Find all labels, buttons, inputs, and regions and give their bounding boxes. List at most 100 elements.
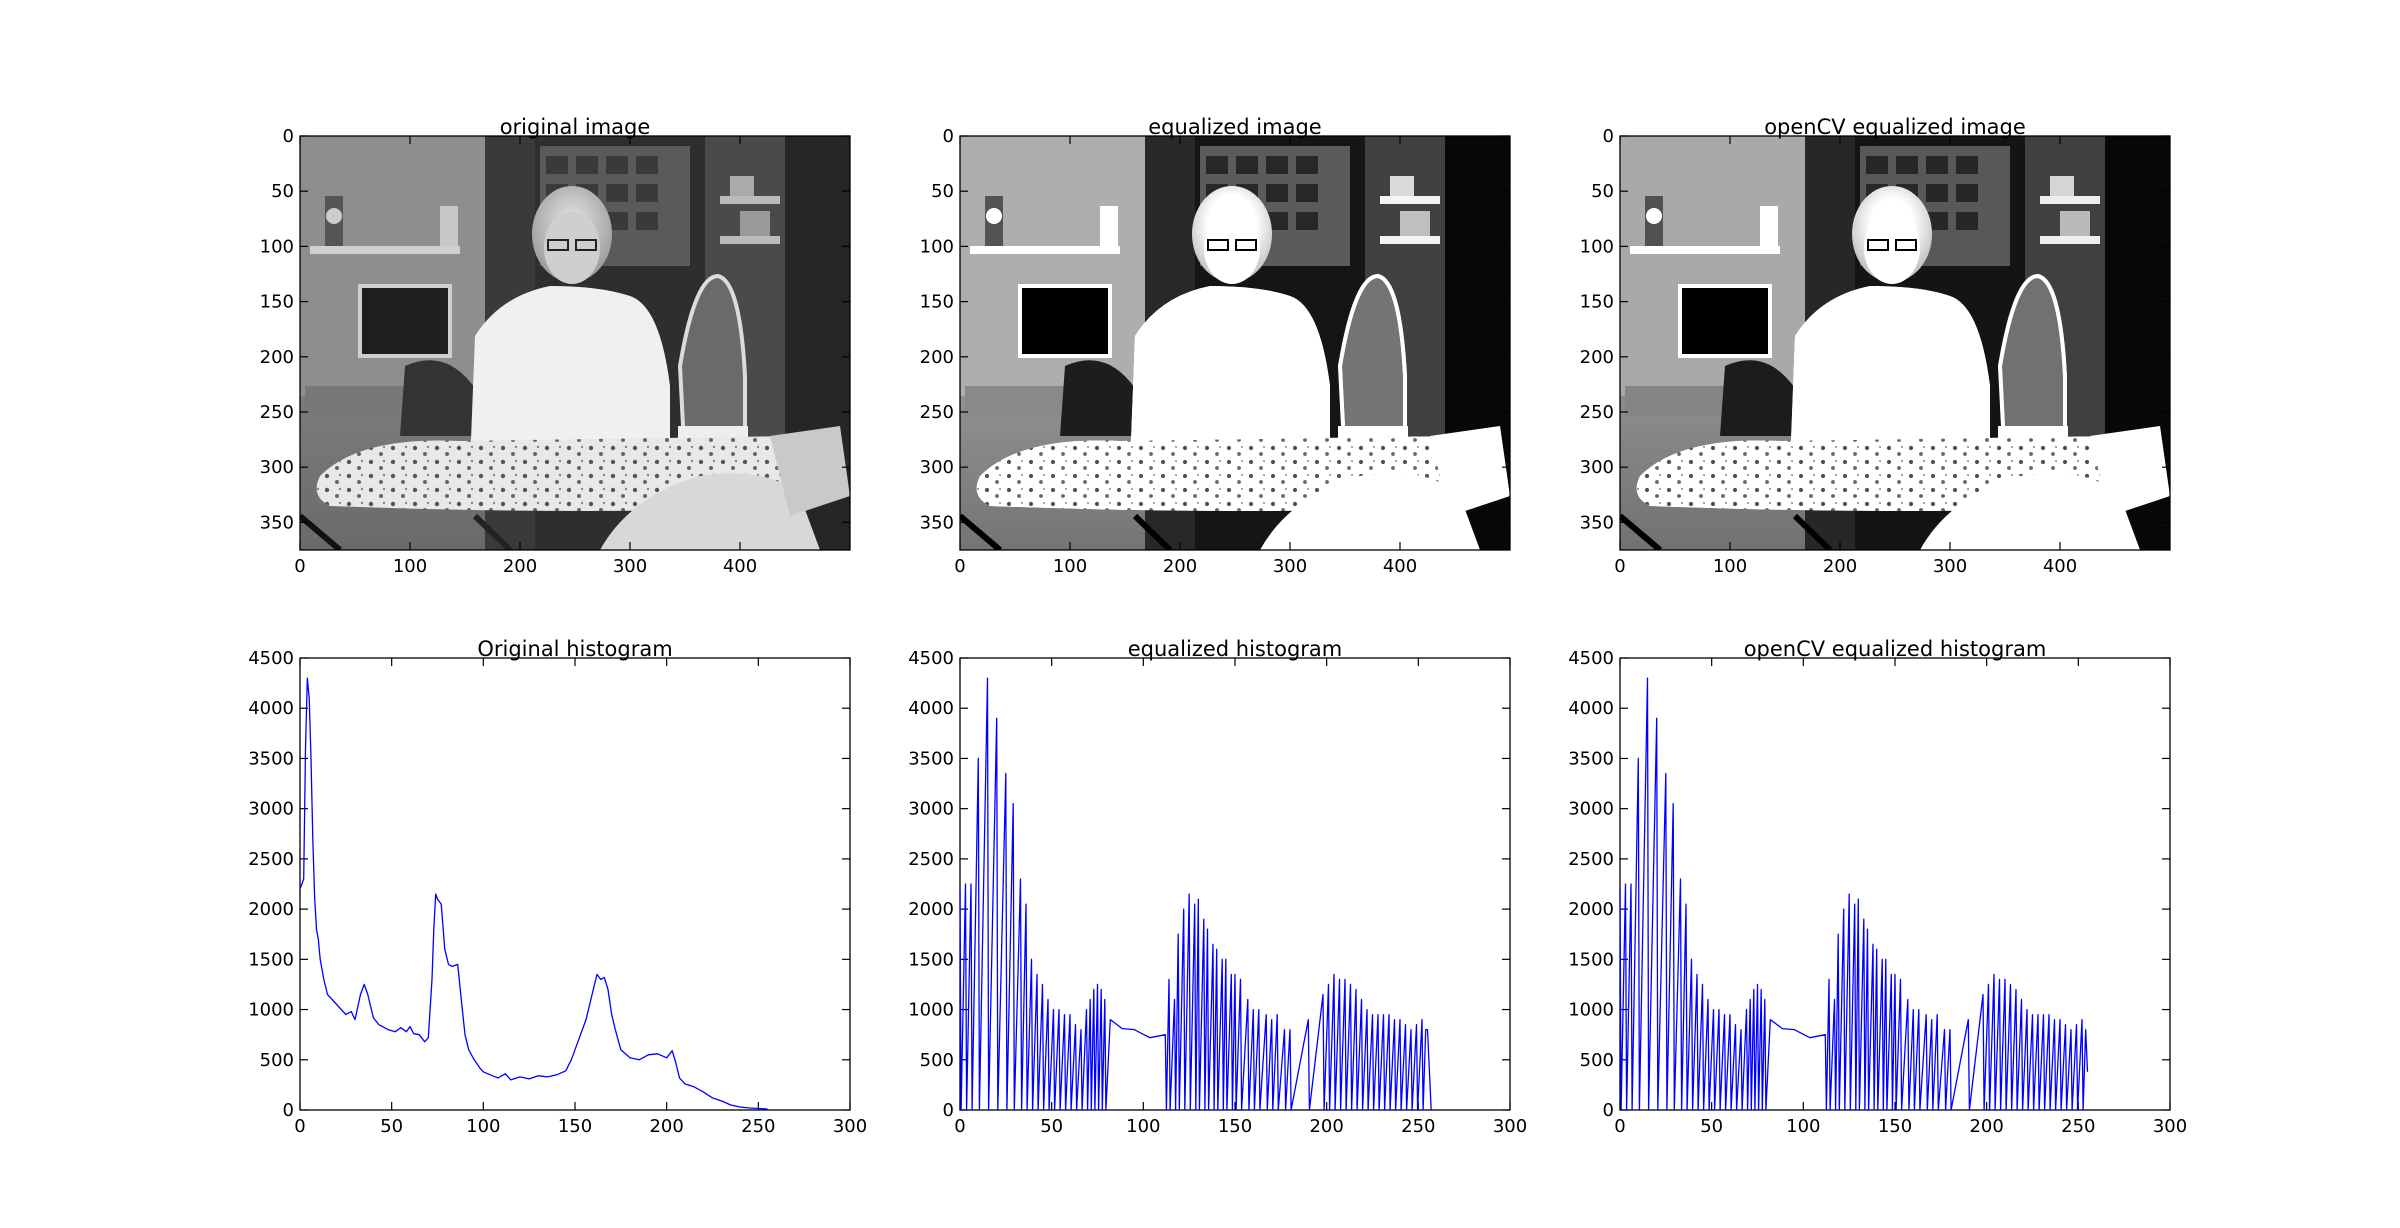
panel-title: original image xyxy=(500,115,651,139)
x-tick-label: 200 xyxy=(1163,556,1197,577)
y-tick-label: 300 xyxy=(260,457,294,478)
y-tick-label: 100 xyxy=(920,236,954,257)
y-tick-label: 250 xyxy=(260,402,294,423)
y-tick-label: 1500 xyxy=(1568,949,1614,970)
x-tick-label: 50 xyxy=(380,1116,403,1137)
y-tick-label: 1000 xyxy=(908,1000,954,1021)
y-tick-label: 2000 xyxy=(908,899,954,920)
panel-original-image: original image 0 100 200 300 400 0 50 100 150 200… xyxy=(260,115,851,577)
axes-frame xyxy=(959,657,1511,1111)
panel-opencv-equalized-image: openCV equalized image 0 100 200 300 400 0 50 1… xyxy=(1580,115,2171,577)
y-tick-label: 3500 xyxy=(248,748,294,769)
x-tick-label: 0 xyxy=(294,556,305,577)
y-tick-label: 0 xyxy=(283,126,294,147)
axes-frame xyxy=(299,135,851,551)
y-tick-label: 0 xyxy=(943,1100,954,1121)
y-tick-label: 350 xyxy=(1580,512,1614,533)
y-tick-label: 4000 xyxy=(1568,698,1614,719)
x-tick-label: 400 xyxy=(723,556,757,577)
histogram-series-line xyxy=(959,677,1432,1111)
x-tick-label: 200 xyxy=(1309,1116,1343,1137)
y-tick-label: 2500 xyxy=(1568,849,1614,870)
x-tick-label: 50 xyxy=(1040,1116,1063,1137)
x-tick-label: 0 xyxy=(294,1116,305,1137)
y-tick-label: 300 xyxy=(920,457,954,478)
x-tick-label: 300 xyxy=(1273,556,1307,577)
y-tick-label: 500 xyxy=(1580,1050,1614,1071)
y-tick-label: 50 xyxy=(931,181,954,202)
y-tick-label: 250 xyxy=(1580,402,1614,423)
axes-frame xyxy=(1619,657,2171,1111)
y-tick-label: 200 xyxy=(1580,347,1614,368)
y-tick-label: 3000 xyxy=(1568,799,1614,820)
y-tick-label: 0 xyxy=(943,126,954,147)
y-tick-label: 3000 xyxy=(248,799,294,820)
y-tick-label: 100 xyxy=(1580,236,1614,257)
panel-title: openCV equalized histogram xyxy=(1744,637,2047,661)
x-tick-label: 100 xyxy=(1786,1116,1820,1137)
x-tick-label: 300 xyxy=(613,556,647,577)
x-tick-label: 200 xyxy=(503,556,537,577)
y-tick-label: 0 xyxy=(1603,1100,1614,1121)
y-tick-label: 250 xyxy=(920,402,954,423)
x-tick-label: 150 xyxy=(1878,1116,1912,1137)
y-tick-label: 2000 xyxy=(1568,899,1614,920)
x-tick-label: 200 xyxy=(1823,556,1857,577)
y-tick-label: 2500 xyxy=(908,849,954,870)
y-tick-label: 3500 xyxy=(908,748,954,769)
axes-frame xyxy=(959,135,1511,551)
axes-frame xyxy=(299,657,851,1111)
axes-frame xyxy=(1619,135,2171,551)
x-tick-label: 300 xyxy=(833,1116,867,1137)
x-tick-label: 400 xyxy=(1383,556,1417,577)
y-tick-label: 0 xyxy=(283,1100,294,1121)
y-tick-label: 50 xyxy=(271,181,294,202)
y-tick-label: 50 xyxy=(1591,181,1614,202)
y-tick-label: 2500 xyxy=(248,849,294,870)
y-tick-label: 1000 xyxy=(1568,1000,1614,1021)
x-tick-label: 100 xyxy=(1713,556,1747,577)
histogram-series-line xyxy=(1619,677,2089,1111)
panel-title: Original histogram xyxy=(477,637,672,661)
opencv-equalized-photo xyxy=(1620,136,2170,550)
y-tick-label: 1500 xyxy=(248,949,294,970)
panel-equalized-histogram: equalized histogram 0 50 100 150 200 250 30005… xyxy=(908,637,1527,1137)
x-tick-label: 200 xyxy=(649,1116,683,1137)
y-tick-label: 200 xyxy=(260,347,294,368)
panel-opencv-equalized-histogram: openCV equalized histogram 0 50 100 150 200 2… xyxy=(1568,637,2187,1137)
equalized-photo xyxy=(960,136,1510,550)
y-tick-label: 350 xyxy=(920,512,954,533)
y-tick-label: 2000 xyxy=(248,899,294,920)
x-tick-label: 250 xyxy=(1401,1116,1435,1137)
y-tick-label: 4500 xyxy=(1568,648,1614,669)
panel-title: equalized histogram xyxy=(1128,637,1343,661)
y-tick-label: 1500 xyxy=(908,949,954,970)
y-tick-label: 4500 xyxy=(248,648,294,669)
x-tick-label: 100 xyxy=(393,556,427,577)
panel-equalized-image: equalized image 0 100 200 300 400 0 50 100 150 20… xyxy=(920,115,1511,577)
y-tick-label: 200 xyxy=(920,347,954,368)
y-tick-label: 3000 xyxy=(908,799,954,820)
x-tick-label: 0 xyxy=(954,1116,965,1137)
x-tick-label: 150 xyxy=(1218,1116,1252,1137)
y-tick-label: 100 xyxy=(260,236,294,257)
x-tick-label: 0 xyxy=(1614,1116,1625,1137)
y-tick-label: 4000 xyxy=(248,698,294,719)
y-tick-label: 3500 xyxy=(1568,748,1614,769)
x-tick-label: 400 xyxy=(2043,556,2077,577)
x-tick-label: 250 xyxy=(741,1116,775,1137)
y-tick-label: 4500 xyxy=(908,648,954,669)
y-tick-label: 300 xyxy=(1580,457,1614,478)
histogram-series-line xyxy=(299,677,768,1110)
x-tick-label: 50 xyxy=(1700,1116,1723,1137)
x-tick-label: 300 xyxy=(2153,1116,2187,1137)
x-tick-label: 100 xyxy=(466,1116,500,1137)
x-tick-label: 300 xyxy=(1933,556,1967,577)
y-tick-label: 0 xyxy=(1603,126,1614,147)
panel-original-histogram: Original histogram 0 50 100 150 200 250 300050… xyxy=(248,637,867,1137)
y-tick-label: 500 xyxy=(920,1050,954,1071)
x-tick-label: 0 xyxy=(954,556,965,577)
y-tick-label: 350 xyxy=(260,512,294,533)
y-tick-label: 150 xyxy=(1580,292,1614,313)
